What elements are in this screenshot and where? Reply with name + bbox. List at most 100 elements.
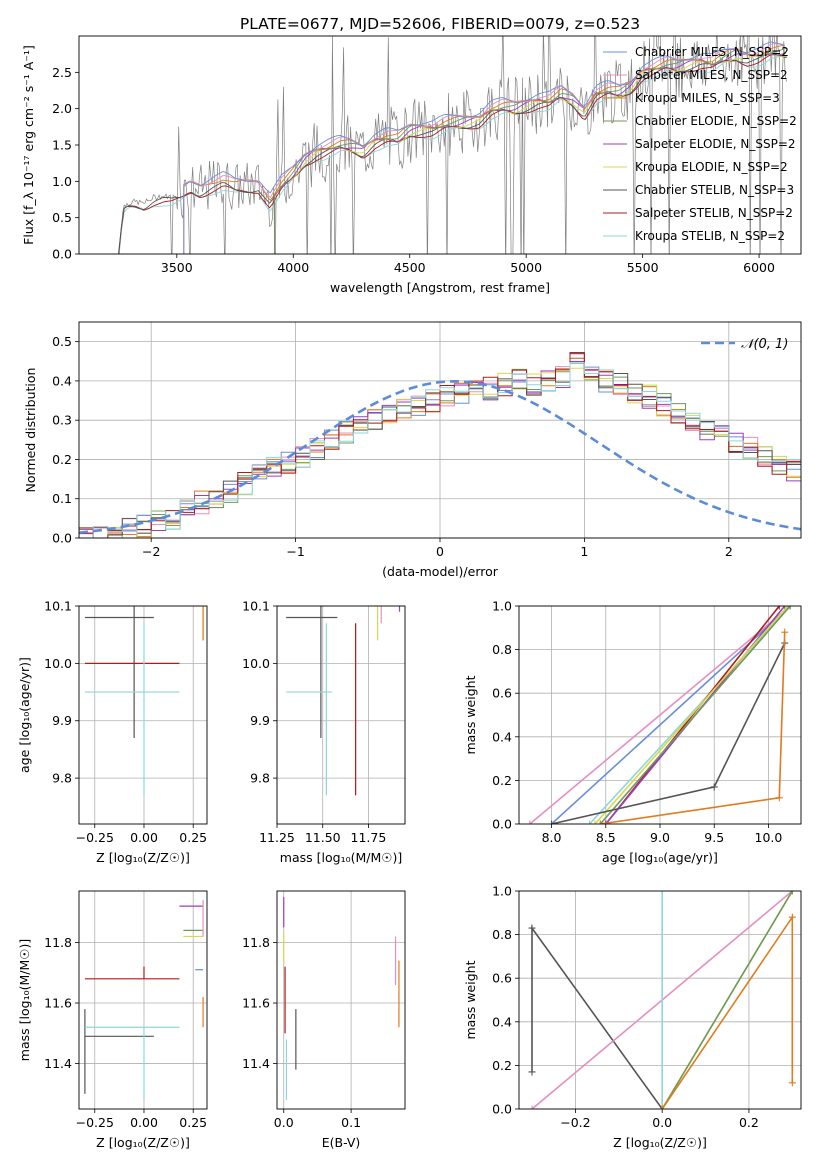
axes-frame: [78, 890, 208, 1110]
y-tick-label: 0.0: [52, 247, 72, 262]
legend-entry: Chabrier STELIB, N_SSP=3: [635, 183, 794, 197]
axes-frame: [78, 321, 802, 539]
y-tick-label: 0.6: [492, 971, 512, 986]
x-tick-label: 0.25: [179, 830, 207, 845]
legend-entry: Chabrier ELODIE, N_SSP=2: [635, 114, 797, 128]
y-tick-label: 1.0: [492, 884, 512, 899]
y-tick-label: 11.6: [44, 996, 72, 1011]
legend: 𝒩(0, 1): [701, 337, 788, 352]
x-axis-label: mass [log₁₀(M/M☉)]: [280, 850, 402, 865]
weight-marker: [781, 606, 789, 610]
y-tick-label: 0.5: [52, 334, 72, 349]
axes-frame: [78, 605, 208, 825]
plot-massweight-vs-age: 8.0 8.5 9.0 9.5 10.0 0.0 0.2 0.4 0.6 0.8 1.0 age [l…: [463, 599, 802, 865]
y-axis-label: Flux [f_λ 10⁻¹⁷ erg cm⁻² s⁻¹ A⁻¹]: [21, 45, 36, 245]
weight-marker: [602, 820, 610, 824]
weight-marker: [775, 606, 783, 610]
weight-marker: [528, 924, 536, 932]
x-tick-label: 11.25: [259, 830, 295, 845]
weight-line: [599, 606, 791, 824]
observed-spectrum-line: [118, 36, 787, 254]
weight-marker: [586, 820, 593, 824]
y-tick-label: 0.0: [492, 1102, 512, 1117]
x-axis-label: Z [log₁₀(Z/Z☉)]: [613, 1135, 707, 1150]
y-tick-label: 1.0: [52, 174, 72, 189]
weight-marker: [548, 820, 556, 824]
axes-frame: [518, 890, 802, 1110]
axes-frame: [276, 890, 406, 1110]
figure-title: PLATE=0677, MJD=52606, FIBERID=0079, z=0…: [240, 15, 640, 33]
weight-marker: [526, 820, 534, 824]
x-tick-label: 4000: [277, 260, 309, 275]
weight-marker: [710, 783, 718, 791]
weight-line: [550, 606, 791, 824]
weight-line: [594, 606, 789, 824]
legend-entry: Salpeter ELODIE, N_SSP=2: [635, 137, 796, 151]
axes-frame: [276, 605, 406, 825]
legend-entry: Kroupa ELODIE, N_SSP=2: [635, 160, 788, 174]
y-tick-label: 1.0: [492, 599, 512, 614]
weight-marker: [781, 628, 789, 636]
y-axis-label: mass weight: [463, 960, 478, 1039]
x-tick-label: 11.50: [305, 830, 341, 845]
x-tick-label: 9.5: [704, 830, 724, 845]
axes-frame: [518, 605, 802, 825]
y-tick-label: 0.4: [52, 373, 72, 388]
x-tick-label: 10.0: [755, 830, 783, 845]
plot-area: [118, 36, 787, 254]
plot-area: [286, 606, 401, 796]
weight-marker: [528, 1068, 536, 1076]
y-tick-label: 10.1: [44, 599, 72, 614]
y-tick-label: 0.8: [492, 642, 512, 657]
y-tick-label: 10.0: [242, 656, 270, 671]
y-tick-label: 0.6: [492, 686, 512, 701]
y-tick-label: 1.5: [52, 138, 72, 153]
plot-area: [79, 352, 801, 538]
y-tick-label: 10.0: [44, 656, 72, 671]
weight-line: [531, 925, 663, 1109]
weight-marker: [788, 1079, 796, 1087]
y-tick-label: 0.8: [492, 927, 512, 942]
x-axis-label: Z [log₁₀(Z/Z☉)]: [96, 1135, 190, 1150]
weight-marker: [591, 820, 599, 824]
y-tick-label: 11.4: [242, 1056, 270, 1071]
y-tick-label: 0.1: [52, 491, 72, 506]
plot-age-vs-mass: 11.25 11.50 11.75 9.8 9.9 10.0 10.1 mass [log₁₀…: [242, 599, 406, 865]
weight-line: [551, 642, 786, 824]
x-tick-label: 6000: [743, 260, 775, 275]
gaussian-curve: [79, 379, 801, 534]
weight-marker: [788, 891, 796, 895]
x-axis-label: E(B-V): [322, 1135, 361, 1150]
y-tick-label: 0.0: [492, 817, 512, 832]
plot-area: [84, 606, 204, 796]
x-tick-label: −1: [286, 544, 304, 559]
weight-marker: [775, 794, 783, 802]
y-axis-label: Normed distribution: [23, 368, 38, 493]
y-tick-label: 9.8: [52, 771, 72, 786]
weight-marker: [788, 913, 796, 921]
y-tick-label: 0.3: [52, 413, 72, 428]
plot-massweight-vs-Z: −0.2 0.0 0.2 0.0 0.2 0.4 0.6 0.8 1.0 Z [log₁₀(Z/Z…: [463, 884, 802, 1150]
y-tick-label: 0.2: [492, 1058, 512, 1073]
model-line: [183, 41, 785, 254]
plot-mass-vs-EBV: 0.0 0.1 11.4 11.6 11.8 E(B-V): [242, 890, 406, 1150]
weight-marker: [596, 820, 604, 824]
x-tick-label: 5500: [627, 260, 659, 275]
model-line: [183, 45, 785, 254]
x-tick-label: 3500: [161, 260, 193, 275]
x-tick-label: 11.75: [351, 830, 387, 845]
x-tick-label: 0.00: [130, 830, 158, 845]
plot-area: [84, 900, 204, 1100]
y-tick-label: 2.5: [52, 65, 72, 80]
y-tick-label: 0.0: [52, 531, 72, 546]
x-tick-label: 0: [436, 544, 444, 559]
x-tick-label: 2: [725, 544, 733, 559]
x-tick-label: 4500: [394, 260, 426, 275]
x-tick-label: 0.1: [341, 1115, 361, 1130]
y-tick-label: 11.4: [44, 1056, 72, 1071]
plot-area: [526, 606, 794, 824]
plot-spectrum: 3500 4000 4500 5000 5500 6000 0.0 0.5 1.0 1.5 2.0 2…: [21, 35, 802, 295]
y-axis-label: age [log₁₀(age/yr)]: [17, 657, 32, 773]
legend-entry: Kroupa MILES, N_SSP=3: [635, 91, 780, 105]
